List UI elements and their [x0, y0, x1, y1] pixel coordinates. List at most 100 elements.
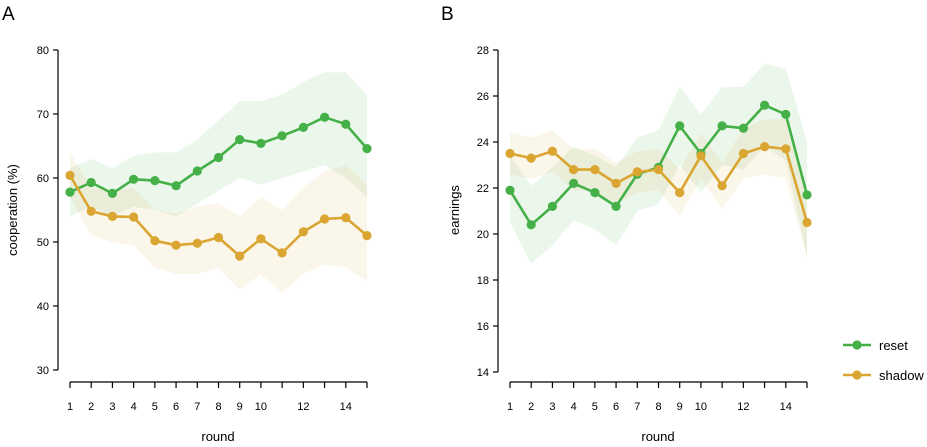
y-tick-label-a-30: 30: [37, 365, 49, 377]
x-tick-label-a-10: 10: [255, 401, 267, 413]
point-shadow-a-10: [256, 234, 266, 244]
panel-label-a: A: [2, 4, 15, 25]
point-reset-b-12: [738, 123, 749, 133]
y-tick-label-b-18: 18: [477, 275, 489, 287]
x-tick-label-a-3: 3: [109, 401, 115, 413]
point-reset-b-14: [781, 109, 791, 119]
x-tick-label-a-2: 2: [88, 401, 94, 413]
y-axis-title-b: earnings: [447, 185, 462, 235]
point-shadow-b-11: [717, 181, 727, 191]
point-reset-a-1: [65, 187, 75, 197]
point-shadow-b-7: [632, 167, 642, 177]
x-tick-label-a-8: 8: [215, 401, 221, 413]
x-tick-label-b-3: 3: [549, 401, 555, 413]
point-shadow-b-6: [611, 178, 621, 188]
x-tick-label-a-6: 6: [173, 401, 179, 413]
y-tick-label-b-24: 24: [477, 137, 489, 149]
point-shadow-b-10: [696, 151, 706, 161]
point-reset-b-15: [802, 190, 812, 200]
point-reset-a-12: [298, 122, 308, 132]
x-tick-label-b-6: 6: [613, 401, 619, 413]
y-tick-label-b-26: 26: [477, 91, 489, 103]
point-shadow-b-5: [590, 165, 600, 175]
y-tick-label-b-22: 22: [477, 183, 489, 195]
point-reset-a-6: [171, 181, 181, 191]
x-tick-label-b-10: 10: [695, 401, 707, 413]
x-tick-label-b-12: 12: [737, 401, 749, 413]
panel-label-b: B: [441, 4, 454, 25]
legend-marker-shadow: [852, 370, 862, 380]
point-reset-a-8: [213, 152, 224, 163]
y-tick-label-b-14: 14: [477, 367, 489, 379]
band-shadow-a: [70, 152, 367, 294]
point-reset-a-15: [362, 144, 372, 154]
x-tick-label-b-9: 9: [677, 401, 683, 413]
point-reset-b-4: [569, 178, 579, 188]
point-reset-b-11: [717, 121, 727, 131]
x-tick-label-b-2: 2: [528, 401, 534, 413]
point-reset-b-5: [590, 188, 600, 198]
y-tick-label-a-70: 70: [37, 109, 49, 121]
point-reset-a-7: [192, 166, 202, 176]
x-axis-title-a: round: [201, 429, 234, 444]
band-shadow-b: [510, 119, 807, 257]
x-tick-label-a-7: 7: [194, 401, 200, 413]
point-shadow-b-15: [802, 217, 812, 228]
x-tick-label-a-4: 4: [131, 401, 137, 413]
point-shadow-a-8: [213, 232, 224, 243]
y-axis-title-a: cooperation (%): [5, 164, 20, 256]
point-reset-b-1: [505, 185, 515, 195]
point-reset-b-6: [611, 201, 621, 211]
y-tick-label-b-20: 20: [477, 229, 489, 241]
point-shadow-a-11: [277, 248, 287, 258]
x-tick-label-b-4: 4: [571, 401, 577, 413]
point-reset-a-5: [150, 176, 160, 186]
point-shadow-a-5: [150, 236, 160, 246]
point-shadow-a-1: [65, 170, 75, 180]
point-shadow-a-15: [362, 231, 372, 241]
legend-label-reset: reset: [879, 338, 908, 353]
y-tick-label-a-40: 40: [37, 301, 49, 313]
y-tick-label-a-50: 50: [37, 237, 49, 249]
point-reset-a-9: [235, 135, 245, 145]
x-tick-label-b-8: 8: [655, 401, 661, 413]
point-shadow-b-3: [547, 146, 558, 156]
point-shadow-a-2: [86, 206, 96, 216]
x-tick-label-a-12: 12: [297, 401, 309, 413]
point-shadow-a-7: [192, 238, 202, 248]
point-shadow-b-8: [653, 165, 664, 175]
x-tick-label-a-1: 1: [67, 401, 73, 413]
point-shadow-b-14: [781, 144, 791, 154]
point-shadow-b-9: [675, 188, 685, 198]
point-reset-a-4: [129, 174, 139, 184]
legend-label-shadow: shadow: [879, 368, 924, 383]
x-tick-label-b-5: 5: [592, 401, 598, 413]
point-shadow-a-13: [320, 214, 330, 224]
y-tick-label-b-16: 16: [477, 321, 489, 333]
point-reset-a-11: [277, 131, 287, 141]
x-tick-label-a-5: 5: [152, 401, 158, 413]
x-tick-label-a-9: 9: [237, 401, 243, 413]
point-shadow-b-2: [526, 153, 536, 163]
x-axis-title-b: round: [641, 429, 674, 444]
point-shadow-a-4: [129, 212, 139, 222]
x-tick-label-b-7: 7: [634, 401, 640, 413]
point-reset-a-2: [86, 177, 96, 188]
point-shadow-a-3: [107, 211, 117, 221]
point-reset-b-2: [526, 220, 536, 230]
point-reset-a-10: [256, 138, 266, 148]
x-tick-label-b-1: 1: [507, 401, 513, 413]
point-shadow-a-9: [235, 251, 245, 261]
point-reset-b-3: [547, 201, 558, 211]
legend-marker-reset: [852, 340, 862, 350]
y-tick-label-a-80: 80: [37, 45, 49, 57]
y-tick-label-b-28: 28: [477, 45, 489, 57]
point-shadow-b-12: [738, 148, 749, 159]
y-tick-label-a-60: 60: [37, 173, 49, 185]
point-reset-b-13: [760, 100, 770, 110]
point-reset-a-3: [107, 188, 117, 198]
x-tick-label-b-14: 14: [780, 401, 792, 413]
